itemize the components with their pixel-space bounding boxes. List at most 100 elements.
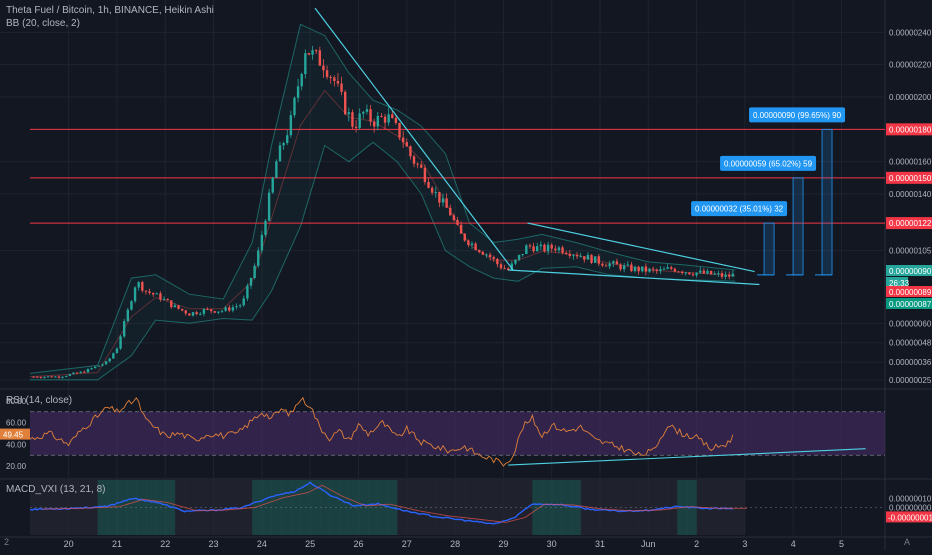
candle-body (717, 273, 720, 275)
candle-body (282, 143, 285, 146)
macd-shade (619, 480, 630, 535)
macd-shade (194, 480, 205, 535)
candle-body (626, 264, 629, 266)
candle-body (633, 266, 637, 272)
candle-body (380, 115, 383, 117)
candle-body (543, 244, 546, 252)
candle-body (141, 282, 144, 291)
projection-range (792, 177, 804, 276)
candle-body (593, 256, 597, 263)
candle-body (365, 109, 369, 112)
macd-shade (329, 480, 340, 535)
candle-body (401, 137, 405, 143)
candle-body (677, 271, 680, 273)
candle-body (481, 252, 485, 255)
candle-body (72, 372, 75, 375)
rsi-y-tick-label: 80.00 (6, 397, 27, 406)
candle-body (209, 309, 213, 312)
symbol-legend[interactable]: Theta Fuel / Bitcoin, 1h, BINANCE, Heiki… (6, 5, 218, 16)
candle-body (351, 112, 354, 127)
candle-body (695, 272, 698, 276)
candle-body (670, 267, 673, 269)
candle-body (315, 50, 318, 52)
candle-body (405, 142, 408, 147)
price-panel[interactable]: 0.00000032 (35.01%) 32 0.00000059 (65.02%… (29, 7, 885, 381)
candle-body (445, 198, 448, 208)
bb-upper-line (29, 23, 736, 374)
candle-body (485, 254, 488, 256)
x-tick-label: 4 (791, 539, 796, 549)
candle-body (412, 156, 416, 164)
candle-body (206, 309, 209, 311)
candle-body (564, 252, 568, 255)
rsi-legend[interactable]: RSI (14, close) (6, 395, 76, 406)
candle-body (112, 353, 115, 359)
resistance-price-label: 0.00000122 (889, 219, 932, 228)
candle-body (362, 111, 365, 114)
candle-body (304, 53, 307, 75)
corner-right-label[interactable]: A (904, 537, 911, 547)
candle-body (242, 298, 245, 306)
trendline (508, 269, 760, 286)
x-tick-label: 24 (257, 539, 267, 549)
macd-shade (464, 480, 475, 535)
macd-shade (319, 480, 330, 535)
candle-body (260, 234, 264, 251)
y-tick-label: 0.00000160 (889, 158, 932, 167)
axes: 20 21 22 23 24 25 26 27 28 29 30 31 Jun 2 3 4 50.0000024… (64, 28, 932, 549)
candle-body (641, 266, 644, 272)
candle-body (220, 310, 224, 312)
candle-body (731, 273, 735, 277)
x-tick-label: 25 (305, 539, 315, 549)
projection-label: 0.00000032 (35.01%) 32 (695, 205, 784, 214)
candle-body (706, 270, 709, 274)
candle-body (441, 198, 445, 203)
projection-label: 0.00000059 (65.02%) 59 (724, 159, 813, 168)
projection-callout (691, 201, 788, 217)
candle-body (434, 192, 437, 194)
y-tick-label: 0.00000200 (889, 93, 932, 102)
candle-body (318, 50, 322, 66)
candle-body (528, 245, 532, 247)
x-tick-label: 27 (402, 539, 412, 549)
candle-body (612, 261, 615, 264)
resistance-price-label: 0.00000180 (889, 125, 932, 134)
candle-body (322, 65, 325, 71)
candle-body (492, 256, 495, 259)
x-tick-label: 2 (694, 539, 699, 549)
macd-shade (252, 480, 263, 535)
candle-body (173, 305, 177, 308)
rsi-panel[interactable]: 80.00 60.00 40.00 20.00 49.45 (0, 397, 885, 471)
candle-body (630, 264, 633, 272)
candle-body (57, 376, 61, 378)
candle-body (525, 245, 528, 255)
macd-shade (503, 480, 514, 535)
candle-body (159, 293, 162, 300)
macd-shade (358, 480, 369, 535)
corner-left-label[interactable]: 2 (4, 537, 10, 547)
candle-body (133, 287, 137, 302)
bb-legend[interactable]: BB (20, close, 2) (6, 18, 84, 29)
macd-legend[interactable]: MACD_VXI (13, 21, 8) (6, 484, 109, 495)
candle-body (568, 254, 572, 256)
candle-body (177, 305, 180, 309)
candle-body (108, 358, 111, 362)
candle-body (608, 263, 611, 267)
candle-body (409, 146, 412, 157)
candle-body (170, 300, 173, 308)
candle-body (391, 114, 394, 119)
candle-body (387, 114, 390, 123)
resistance-price-tag (886, 123, 932, 136)
macd-shade (609, 480, 620, 535)
candle-body (104, 361, 108, 365)
candle-body (684, 272, 687, 274)
y-tick-label: 0.00000036 (889, 358, 932, 367)
candle-body (496, 258, 499, 265)
candle-body (257, 250, 260, 266)
macd-panel[interactable] (29, 480, 885, 535)
candle-body (39, 377, 43, 379)
macd-shade (174, 480, 186, 535)
candle-body (83, 371, 86, 373)
